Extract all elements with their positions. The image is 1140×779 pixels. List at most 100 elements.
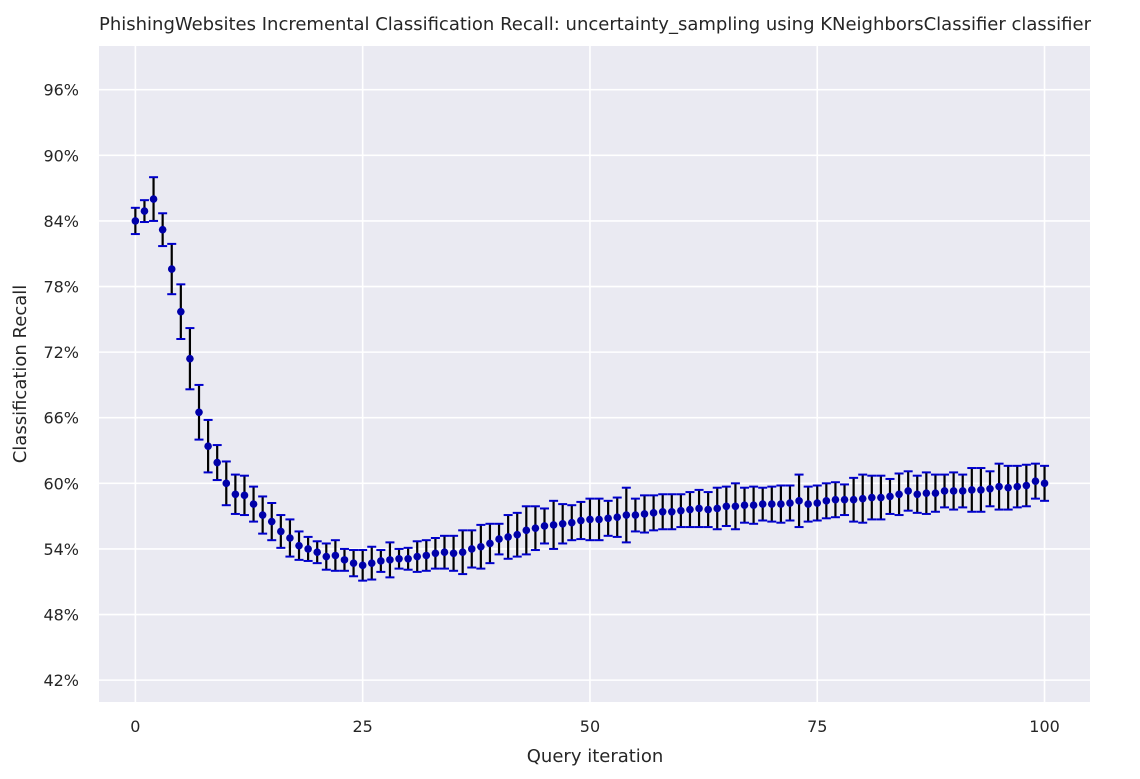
data-point [877,493,885,502]
data-point [131,217,140,225]
data-point [431,549,440,558]
data-point [695,504,703,513]
data-point [640,510,649,518]
data-point [986,485,994,493]
data-point [795,497,803,505]
data-points [131,195,1049,570]
data-point [895,490,903,499]
data-point [449,549,458,558]
x-axis-label: Query iteration [527,746,663,767]
data-point [395,554,403,563]
grid [99,46,1090,702]
y-tick-label: 66% [43,409,79,428]
data-point [495,535,503,543]
data-point [995,482,1003,491]
data-point [486,539,494,548]
data-point [1040,479,1049,488]
data-point [231,490,240,499]
data-point [977,486,985,494]
data-point [467,545,476,553]
data-point [349,559,358,567]
data-point [204,442,212,450]
y-tick-label: 54% [43,540,79,559]
data-point [1013,482,1022,491]
data-point [786,499,794,507]
data-point [522,526,531,535]
y-tick-label: 60% [43,474,79,493]
data-point [904,487,912,495]
y-tick-label: 72% [43,343,79,362]
data-point [858,494,867,503]
chart-title: PhishingWebsites Incremental Classificat… [99,14,1092,35]
data-point [358,561,367,570]
data-point [386,556,394,564]
data-point [1031,477,1040,485]
data-point [222,479,231,488]
data-point [604,514,612,523]
data-point [504,533,512,541]
data-point [304,545,312,553]
data-point [949,487,958,495]
data-point [149,195,158,203]
data-point [567,518,576,527]
plot-area [99,46,1090,702]
data-point [740,501,749,510]
data-point [813,499,822,507]
data-point [1022,481,1031,490]
data-point [577,516,585,525]
data-point [667,507,676,516]
data-point [513,530,522,539]
data-point [313,548,322,557]
data-point [249,500,258,508]
data-point [422,551,431,560]
data-point [631,511,640,519]
data-point [340,556,349,564]
x-tick-label: 75 [807,717,827,736]
data-point [831,495,840,504]
data-point [658,507,667,516]
data-point [749,501,758,510]
data-point [767,500,776,508]
y-tick-label: 90% [43,146,79,165]
data-point [758,500,767,508]
data-point [458,548,467,557]
data-point [958,487,967,495]
data-point [322,552,331,561]
data-point [622,511,631,519]
data-point [540,522,549,530]
data-point [804,500,812,508]
data-point [867,493,876,502]
x-tick-label: 0 [130,717,140,736]
data-point [922,489,931,497]
y-tick-labels: 42% 48% 54% 60% 66% 72% 78% 84% 90% 96% [43,81,79,690]
data-point [295,541,303,550]
y-tick-label: 84% [43,212,79,231]
y-tick-label: 96% [43,81,79,100]
data-point [477,542,485,551]
data-point [213,458,221,467]
data-point [940,487,949,495]
data-point [404,554,412,563]
y-tick-label: 48% [43,606,79,625]
data-point [258,511,267,519]
data-point [713,504,722,513]
data-point [377,557,385,565]
data-point [558,519,567,528]
data-point [913,490,922,499]
data-point [613,513,622,522]
y-tick-label: 42% [43,671,79,690]
data-point [686,505,694,514]
data-point [886,492,894,501]
data-point [931,489,940,497]
data-point [267,517,276,526]
data-point [822,497,831,505]
y-tick-label: 78% [43,278,79,297]
data-point [649,509,658,517]
data-point [849,495,858,504]
data-point [586,515,594,524]
data-point [177,307,185,316]
data-point [195,408,203,417]
data-point [158,225,167,234]
y-axis-label: Classification Recall [10,285,31,464]
